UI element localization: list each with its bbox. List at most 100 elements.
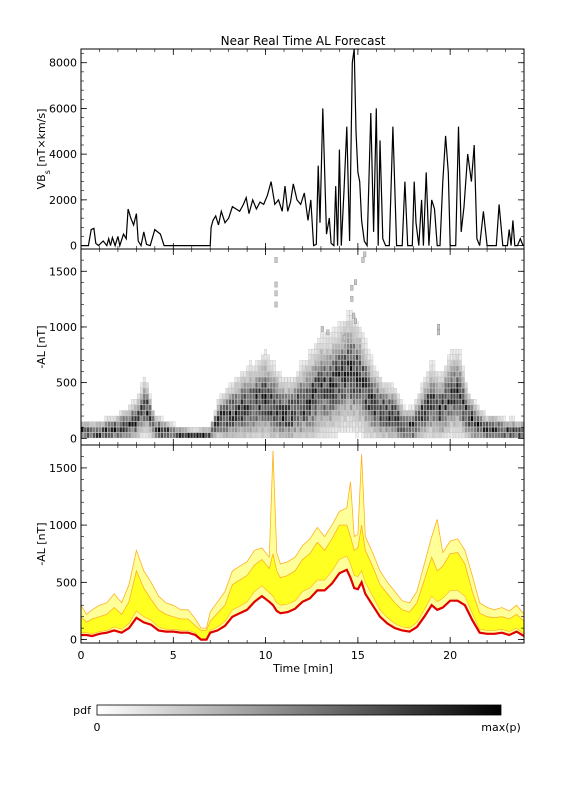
pdf-cell xyxy=(417,427,421,433)
pdf-cell xyxy=(278,376,282,383)
pdf-cell xyxy=(450,427,453,433)
pdf-cell xyxy=(266,382,270,388)
pdf-cell xyxy=(139,399,143,405)
pdf-cell xyxy=(139,393,143,400)
pdf-cell xyxy=(204,432,208,439)
pdf-cell xyxy=(157,415,161,422)
pdf-cell xyxy=(340,337,344,344)
pdf-cell xyxy=(367,388,371,394)
pdf-cell xyxy=(334,427,338,433)
pdf-cell xyxy=(302,432,306,439)
pdf-cell xyxy=(340,404,344,411)
pdf-cell xyxy=(452,354,456,361)
pdf-cell xyxy=(314,415,318,422)
pdf-cell xyxy=(420,388,424,394)
pdf-cell xyxy=(349,393,353,400)
pdf-cell xyxy=(450,404,453,411)
pdf-cell xyxy=(429,415,433,422)
pdf-cell xyxy=(379,399,383,405)
pdf-cell xyxy=(116,427,120,433)
pdf-y-axis-label: -AL [nT] xyxy=(35,325,48,368)
pdf-cell xyxy=(237,388,241,394)
pdf-cell xyxy=(358,421,362,427)
pdf-cell xyxy=(266,404,270,411)
pdf-cell xyxy=(352,410,356,416)
pdf-cell xyxy=(225,421,229,427)
pdf-cell xyxy=(237,382,241,388)
pdf-cell xyxy=(334,388,338,394)
pdf-cell xyxy=(323,410,326,416)
pdf-cell xyxy=(216,404,220,411)
pdf-cell xyxy=(142,393,146,400)
pdf-cell xyxy=(299,415,303,422)
pdf-cell xyxy=(358,388,362,394)
pdf-cell xyxy=(240,388,244,394)
pdf-cell xyxy=(387,421,391,427)
pdf-cell xyxy=(514,427,518,433)
pdf-cell xyxy=(302,365,306,372)
pdf-cell xyxy=(269,376,273,383)
pdf-cell xyxy=(479,415,483,422)
pdf-cell xyxy=(373,371,377,377)
pdf-cell xyxy=(305,399,309,405)
pdf-cell xyxy=(373,421,377,427)
pdf-cell xyxy=(364,337,368,344)
pdf-cell xyxy=(243,421,247,427)
pdf-cell xyxy=(263,382,267,388)
pdf-cell xyxy=(452,349,456,355)
pdf-cell xyxy=(358,415,362,422)
pdf-cell xyxy=(473,432,477,439)
pdf-cell xyxy=(420,393,424,400)
pdf-cell xyxy=(370,415,374,422)
pdf-cell xyxy=(435,399,439,405)
pdf-cell xyxy=(352,427,356,433)
pdf-cell xyxy=(473,421,477,427)
pdf-cell xyxy=(278,371,282,377)
pdf-cell xyxy=(311,432,315,439)
pdf-cell xyxy=(349,310,353,316)
pdf-cell xyxy=(172,427,176,433)
pdf-cell xyxy=(355,365,359,372)
pdf-cell xyxy=(497,427,501,433)
pdf-cell xyxy=(293,376,297,383)
pdf-cell xyxy=(142,399,146,405)
pdf-cell xyxy=(450,371,453,377)
pdf-cell xyxy=(258,376,261,383)
pdf-cell xyxy=(317,354,321,361)
pdf-cell xyxy=(278,432,282,439)
pdf-cell xyxy=(346,337,350,344)
pdf-cell xyxy=(101,421,105,427)
pdf-cell xyxy=(429,371,433,377)
pdf-cell xyxy=(340,365,344,372)
forecast-ytick-label: 1000 xyxy=(49,519,77,532)
pdf-cell xyxy=(325,427,329,433)
pdf-cell xyxy=(370,376,374,383)
pdf-cell xyxy=(240,399,244,405)
pdf-cell xyxy=(311,427,315,433)
pdf-cell xyxy=(263,421,267,427)
pdf-cell xyxy=(370,404,374,411)
pdf-cell xyxy=(426,388,430,394)
pdf-cell xyxy=(393,404,397,411)
pdf-cell xyxy=(293,404,297,411)
pdf-cell xyxy=(98,432,102,439)
pdf-cell xyxy=(284,404,288,411)
pdf-cell xyxy=(390,415,394,422)
pdf-cell xyxy=(455,404,459,411)
pdf-cell xyxy=(160,427,164,433)
pdf-cell xyxy=(352,415,356,422)
vbs-panel: 0 2000 4000 6000 8000 VBs [nT×km/s] xyxy=(35,48,525,253)
pdf-cell xyxy=(464,410,468,416)
pdf-cell xyxy=(272,393,276,400)
forecast-ytick-label: 0 xyxy=(70,634,77,647)
pdf-cell xyxy=(438,421,442,427)
pdf-cell xyxy=(494,421,498,427)
pdf-cell xyxy=(432,393,436,400)
pdf-cell xyxy=(139,388,143,394)
pdf-cell xyxy=(293,388,297,394)
pdf-cell xyxy=(284,427,288,433)
pdf-cell xyxy=(364,432,368,439)
pdf-cell xyxy=(420,421,424,427)
pdf-cell xyxy=(272,410,276,416)
pdf-cell xyxy=(494,432,498,439)
